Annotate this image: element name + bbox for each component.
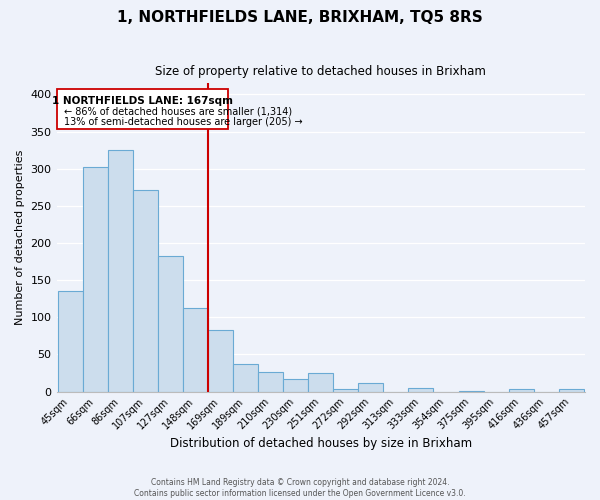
Bar (208, 330, 233, 392)
Bar (57, 88, 228, 130)
Bar (559, 390, 584, 392)
Bar (258, 372, 283, 392)
Bar (83, 168, 108, 392)
Bar (409, 388, 433, 392)
Bar (233, 364, 258, 392)
Bar (509, 390, 533, 392)
Bar (333, 388, 358, 392)
Bar (458, 391, 484, 392)
Bar (308, 373, 333, 392)
Title: Size of property relative to detached houses in Brixham: Size of property relative to detached ho… (155, 65, 486, 78)
Bar (283, 379, 308, 392)
Bar (133, 190, 158, 392)
Text: Contains HM Land Registry data © Crown copyright and database right 2024.
Contai: Contains HM Land Registry data © Crown c… (134, 478, 466, 498)
Text: ← 86% of detached houses are smaller (1,314): ← 86% of detached houses are smaller (1,… (64, 106, 292, 117)
Bar (158, 256, 183, 392)
Bar (108, 150, 133, 392)
Y-axis label: Number of detached properties: Number of detached properties (15, 150, 25, 325)
Text: 1 NORTHFIELDS LANE: 167sqm: 1 NORTHFIELDS LANE: 167sqm (52, 96, 233, 106)
Bar (358, 384, 383, 392)
Bar (58, 292, 83, 392)
Bar (183, 308, 208, 392)
X-axis label: Distribution of detached houses by size in Brixham: Distribution of detached houses by size … (170, 437, 472, 450)
Text: 1, NORTHFIELDS LANE, BRIXHAM, TQ5 8RS: 1, NORTHFIELDS LANE, BRIXHAM, TQ5 8RS (117, 10, 483, 25)
Text: 13% of semi-detached houses are larger (205) →: 13% of semi-detached houses are larger (… (64, 117, 302, 127)
